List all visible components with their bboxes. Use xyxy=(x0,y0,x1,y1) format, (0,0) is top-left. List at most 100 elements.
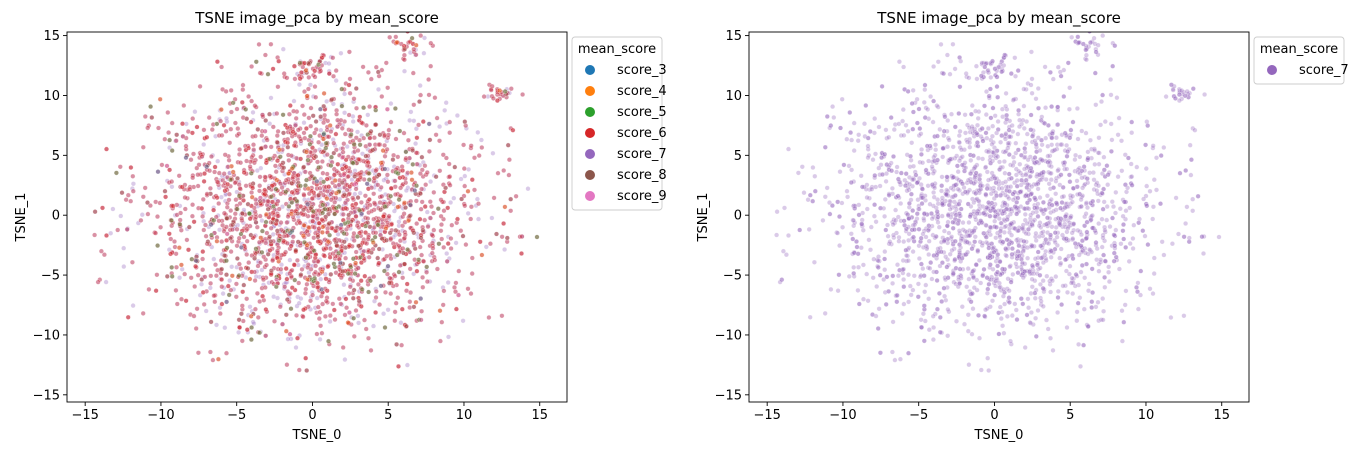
data-point xyxy=(236,329,242,335)
data-point xyxy=(373,230,379,236)
data-point xyxy=(201,301,207,307)
data-point xyxy=(396,243,402,249)
data-point xyxy=(207,285,213,291)
data-point xyxy=(289,285,295,291)
data-point xyxy=(238,311,244,317)
data-point xyxy=(217,311,223,317)
data-point xyxy=(405,185,411,191)
data-point xyxy=(173,264,179,270)
data-point xyxy=(355,147,361,153)
data-point xyxy=(341,239,347,245)
data-point xyxy=(446,334,452,340)
data-point xyxy=(445,205,451,211)
data-point xyxy=(260,112,266,118)
data-point xyxy=(447,182,453,188)
data-point xyxy=(225,283,231,289)
data-point xyxy=(461,166,467,172)
data-point xyxy=(268,225,274,231)
data-point xyxy=(154,214,160,220)
data-point xyxy=(377,302,383,308)
data-point xyxy=(191,184,197,190)
data-point xyxy=(383,289,389,295)
data-point xyxy=(306,115,312,121)
data-point xyxy=(376,260,382,266)
data-point xyxy=(178,210,184,216)
data-point xyxy=(416,122,422,128)
data-point xyxy=(365,112,371,118)
data-point xyxy=(274,133,280,139)
data-point xyxy=(352,191,358,197)
data-point xyxy=(275,213,281,219)
data-point xyxy=(354,105,360,111)
data-point xyxy=(317,336,323,342)
data-point xyxy=(453,240,459,246)
data-point xyxy=(240,197,246,203)
data-point xyxy=(284,75,290,81)
data-point xyxy=(334,243,340,249)
data-point xyxy=(169,184,175,190)
data-point xyxy=(438,228,444,234)
data-point xyxy=(342,91,348,97)
data-point xyxy=(212,262,218,268)
data-point xyxy=(342,131,348,137)
data-point xyxy=(258,146,264,152)
data-point xyxy=(422,217,428,223)
data-point xyxy=(211,256,217,262)
data-point xyxy=(228,126,234,132)
data-point xyxy=(297,333,303,339)
data-point xyxy=(259,133,265,139)
data-point xyxy=(130,173,136,179)
data-point xyxy=(326,220,332,226)
data-point xyxy=(437,124,443,130)
data-point xyxy=(252,103,258,109)
data-point xyxy=(428,179,434,185)
data-point xyxy=(217,107,223,113)
data-point xyxy=(182,271,188,277)
data-point xyxy=(396,363,402,369)
data-point xyxy=(395,295,401,301)
data-point xyxy=(460,318,466,324)
data-point xyxy=(295,214,301,220)
data-point xyxy=(391,178,397,184)
data-point xyxy=(366,335,372,341)
data-point xyxy=(311,195,317,201)
data-point xyxy=(398,320,404,326)
data-point xyxy=(183,121,189,127)
data-point xyxy=(284,362,290,368)
data-point xyxy=(447,174,453,180)
data-point xyxy=(447,119,453,125)
data-point xyxy=(294,312,300,318)
data-point xyxy=(226,157,232,163)
data-point xyxy=(290,129,296,135)
data-point xyxy=(388,236,394,242)
data-point xyxy=(191,313,197,319)
data-point xyxy=(245,201,251,207)
data-point xyxy=(410,70,416,76)
data-point xyxy=(429,204,435,210)
data-point xyxy=(284,276,290,282)
data-point xyxy=(315,238,321,244)
data-point xyxy=(453,280,459,286)
data-point xyxy=(366,196,372,202)
data-point xyxy=(247,216,253,222)
data-point xyxy=(411,102,417,108)
data-point xyxy=(335,124,341,130)
data-point xyxy=(391,208,397,214)
data-point xyxy=(200,196,206,202)
data-point xyxy=(367,142,373,148)
data-point xyxy=(223,128,229,134)
data-point xyxy=(140,310,146,316)
data-point xyxy=(124,226,130,232)
data-point xyxy=(262,191,268,197)
data-point xyxy=(340,211,346,217)
data-point xyxy=(249,269,255,275)
data-point xyxy=(279,252,285,258)
data-point xyxy=(350,295,356,301)
data-point xyxy=(373,122,379,128)
data-point xyxy=(201,171,207,177)
data-point xyxy=(222,188,228,194)
data-point xyxy=(195,183,201,189)
data-point xyxy=(199,153,205,159)
data-point xyxy=(225,181,231,187)
